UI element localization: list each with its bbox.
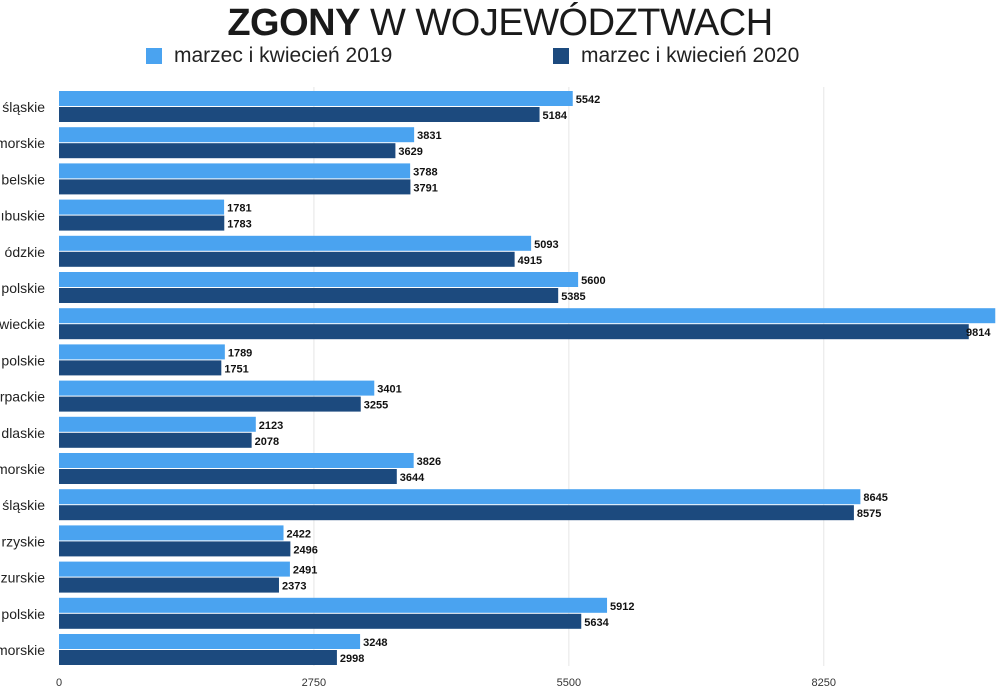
bar-2019	[59, 634, 361, 649]
legend-label-2020: marzec i kwiecień 2020	[581, 44, 800, 67]
data-label-2019: 3248	[363, 637, 387, 649]
chart-title-light: W WOJEWÓDZTWACH	[370, 2, 773, 44]
data-label-2019: 1789	[228, 347, 252, 359]
bar-2019	[59, 525, 284, 541]
data-label-2020: 2496	[293, 544, 317, 556]
data-label-2020: 2998	[340, 653, 364, 665]
data-label-2019: 5600	[581, 275, 605, 287]
bar-2020	[59, 650, 337, 665]
data-label-2020: 3629	[398, 146, 422, 158]
bar-2019	[59, 416, 256, 432]
data-label-2019: 5542	[576, 94, 600, 106]
category-label: morskie	[0, 461, 45, 477]
bar-2020	[59, 179, 411, 195]
data-label-2019: 3788	[413, 166, 437, 178]
bar-2020	[59, 541, 291, 557]
data-label-2019: 2123	[259, 420, 283, 432]
x-tick-label: 2750	[302, 677, 326, 689]
category-label: rpackie	[0, 389, 45, 405]
data-label-2020: 3255	[364, 400, 388, 412]
bar-2019	[59, 597, 608, 613]
data-label-2020: 1751	[224, 363, 248, 375]
data-label-2020: 3791	[413, 182, 437, 194]
category-label: ıbuskie	[1, 208, 46, 224]
category-label: dlaskie	[1, 425, 45, 441]
x-tick-label: 0	[56, 677, 62, 689]
category-label: morskie	[0, 642, 45, 658]
category-label: polskie	[1, 280, 45, 296]
category-label: polskie	[1, 352, 45, 368]
bar-2019	[59, 199, 225, 215]
category-label: zurskie	[1, 570, 46, 586]
chart-title: ZGONY W WOJEWÓDZTWACH	[0, 2, 1000, 45]
bar-2019	[59, 453, 414, 468]
data-label-2020: 8575	[857, 508, 881, 520]
category-label: rzyskie	[1, 533, 45, 549]
bar-2020	[59, 469, 397, 484]
data-label-2019: 5093	[534, 239, 558, 251]
bar-2020	[59, 107, 540, 122]
data-label-2019: 3831	[417, 130, 441, 142]
data-label-2019: 2491	[293, 565, 317, 577]
data-label-2020: 2078	[255, 436, 279, 448]
bar-2019	[59, 344, 225, 360]
bar-2020	[59, 288, 559, 303]
category-label: ódzkie	[5, 244, 46, 260]
bar-2019	[59, 489, 861, 505]
bar-2019	[59, 235, 532, 251]
bar-2019	[59, 91, 573, 106]
data-label-2020: 5634	[584, 617, 609, 629]
data-label-2019: 3826	[417, 456, 441, 468]
data-label-2019: 2422	[287, 528, 311, 540]
data-label-2020: 3644	[400, 472, 425, 484]
data-label-2020: 5184	[543, 110, 568, 122]
chart-title-bold: ZGONY	[227, 2, 360, 44]
category-label: śląskie	[2, 99, 45, 115]
bar-2020	[59, 251, 515, 267]
data-label-2020: 1783	[227, 219, 251, 231]
legend-item-2020: marzec i kwiecień 2020	[553, 44, 799, 68]
data-label-2019: 3401	[377, 384, 401, 396]
bar-2020	[59, 360, 222, 376]
category-label: śląskie	[2, 497, 45, 513]
bar-2020	[59, 215, 225, 231]
legend-swatch-2019	[146, 48, 162, 64]
data-label-2020: 4915	[518, 255, 542, 267]
bar-2019	[59, 127, 415, 143]
data-label-2019: 1781	[227, 203, 251, 215]
legend-item-2019: marzec i kwiecień 2019	[146, 44, 392, 68]
x-tick-label: 8250	[812, 677, 836, 689]
bar-2020	[59, 577, 279, 593]
bar-2020	[59, 396, 361, 412]
category-label: morskie	[0, 135, 45, 151]
data-label-2019: 8645	[863, 492, 887, 504]
bar-2020	[59, 432, 252, 448]
legend-swatch-2020	[553, 48, 569, 64]
data-label-2020: 5385	[561, 291, 585, 303]
bar-2019	[59, 272, 579, 287]
data-label-2020: 2373	[282, 581, 306, 593]
legend-label-2019: marzec i kwiecień 2019	[174, 44, 393, 67]
bar-2019	[59, 163, 411, 179]
bar-2019	[59, 561, 290, 577]
data-label-2020: 9814	[966, 327, 991, 339]
category-label: wieckie	[0, 316, 45, 332]
bar-2020	[59, 505, 854, 521]
bar-2019	[59, 308, 996, 324]
data-label-2019: 5912	[610, 601, 634, 613]
x-tick-label: 5500	[557, 677, 581, 689]
bar-2020	[59, 143, 396, 159]
bar-2020	[59, 613, 582, 629]
category-label: polskie	[1, 606, 45, 622]
category-label: belskie	[1, 171, 45, 187]
bar-2019	[59, 380, 375, 396]
bar-2020	[59, 324, 969, 340]
